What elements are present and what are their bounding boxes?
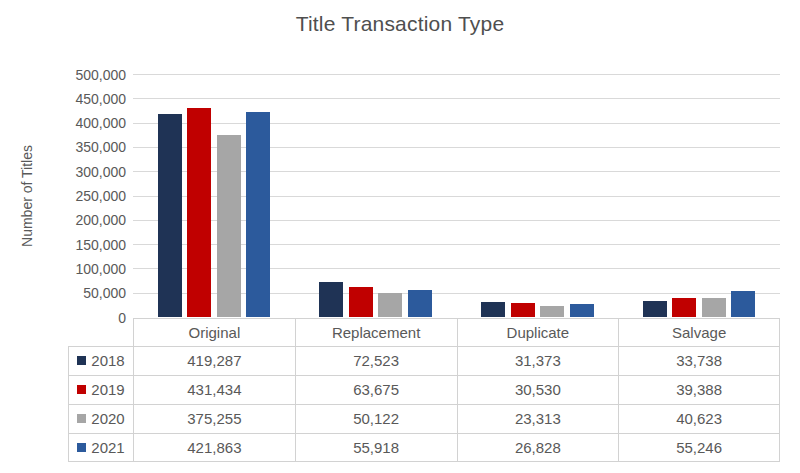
bar-2020-salvage xyxy=(702,298,726,318)
legend-cell: 2019 xyxy=(68,375,133,404)
bar-2018-replacement xyxy=(319,282,343,317)
table-value-cell: 431,434 xyxy=(133,375,295,404)
y-tick-label: 500,000 xyxy=(30,67,126,83)
y-tick-label: 0 xyxy=(30,310,126,326)
bar-2020-replacement xyxy=(378,293,402,317)
bar-2018-duplicate xyxy=(481,302,505,317)
table-value-cell: 421,863 xyxy=(133,433,295,462)
table-header-cell: Duplicate xyxy=(457,318,619,346)
y-tick-label: 450,000 xyxy=(30,91,126,107)
bar-2020-original xyxy=(217,135,241,317)
bar-2018-original xyxy=(158,114,182,318)
bar-2019-original xyxy=(187,108,211,318)
y-tick-label: 50,000 xyxy=(30,285,126,301)
legend-swatch-2020 xyxy=(77,414,86,423)
table-value-cell: 55,918 xyxy=(295,433,457,462)
table-value-cell: 375,255 xyxy=(133,404,295,433)
legend-swatch-2021 xyxy=(77,443,86,452)
table-header-cell: Salvage xyxy=(618,318,780,346)
y-tick-label: 150,000 xyxy=(30,237,126,253)
legend-year-label: 2018 xyxy=(91,352,124,369)
bar-2021-replacement xyxy=(408,290,432,317)
bar-2019-salvage xyxy=(672,298,696,317)
legend-cell: 2018 xyxy=(68,346,133,375)
y-tick-label: 250,000 xyxy=(30,188,126,204)
y-tick-label: 100,000 xyxy=(30,261,126,277)
legend-swatch-2019 xyxy=(77,385,86,394)
table-header-cell: Replacement xyxy=(295,318,457,346)
legend-cell: 2021 xyxy=(68,433,133,462)
legend-year-label: 2021 xyxy=(91,439,124,456)
legend-cell: 2020 xyxy=(68,404,133,433)
table-value-cell: 39,388 xyxy=(618,375,780,404)
bar-2021-salvage xyxy=(731,291,755,318)
table-value-cell: 31,373 xyxy=(457,346,619,375)
legend-year-label: 2020 xyxy=(91,410,124,427)
chart-title: Title Transaction Type xyxy=(0,12,800,36)
table-value-cell: 40,623 xyxy=(618,404,780,433)
table-value-cell: 63,675 xyxy=(295,375,457,404)
gridline xyxy=(133,74,780,75)
y-tick-label: 300,000 xyxy=(30,164,126,180)
gridline xyxy=(133,98,780,99)
bar-2018-salvage xyxy=(643,301,667,317)
table-value-cell: 55,246 xyxy=(618,433,780,462)
legend-swatch-2018 xyxy=(77,356,86,365)
y-tick-label: 350,000 xyxy=(30,139,126,155)
bar-2021-original xyxy=(246,112,270,317)
bar-2019-replacement xyxy=(349,287,373,318)
gridline xyxy=(133,123,780,124)
table-value-cell: 419,287 xyxy=(133,346,295,375)
table-value-cell: 50,122 xyxy=(295,404,457,433)
table-value-cell: 72,523 xyxy=(295,346,457,375)
table-value-cell: 33,738 xyxy=(618,346,780,375)
bar-chart: Title Transaction Type Number of Titles … xyxy=(0,0,800,473)
table-header-cell: Original xyxy=(133,318,295,346)
bar-2019-duplicate xyxy=(511,303,535,318)
y-tick-label: 200,000 xyxy=(30,212,126,228)
bar-2021-duplicate xyxy=(570,304,594,317)
y-tick-label: 400,000 xyxy=(30,115,126,131)
table-value-cell: 26,828 xyxy=(457,433,619,462)
legend-year-label: 2019 xyxy=(91,381,124,398)
table-value-cell: 23,313 xyxy=(457,404,619,433)
table-value-cell: 30,530 xyxy=(457,375,619,404)
bar-2020-duplicate xyxy=(540,306,564,317)
